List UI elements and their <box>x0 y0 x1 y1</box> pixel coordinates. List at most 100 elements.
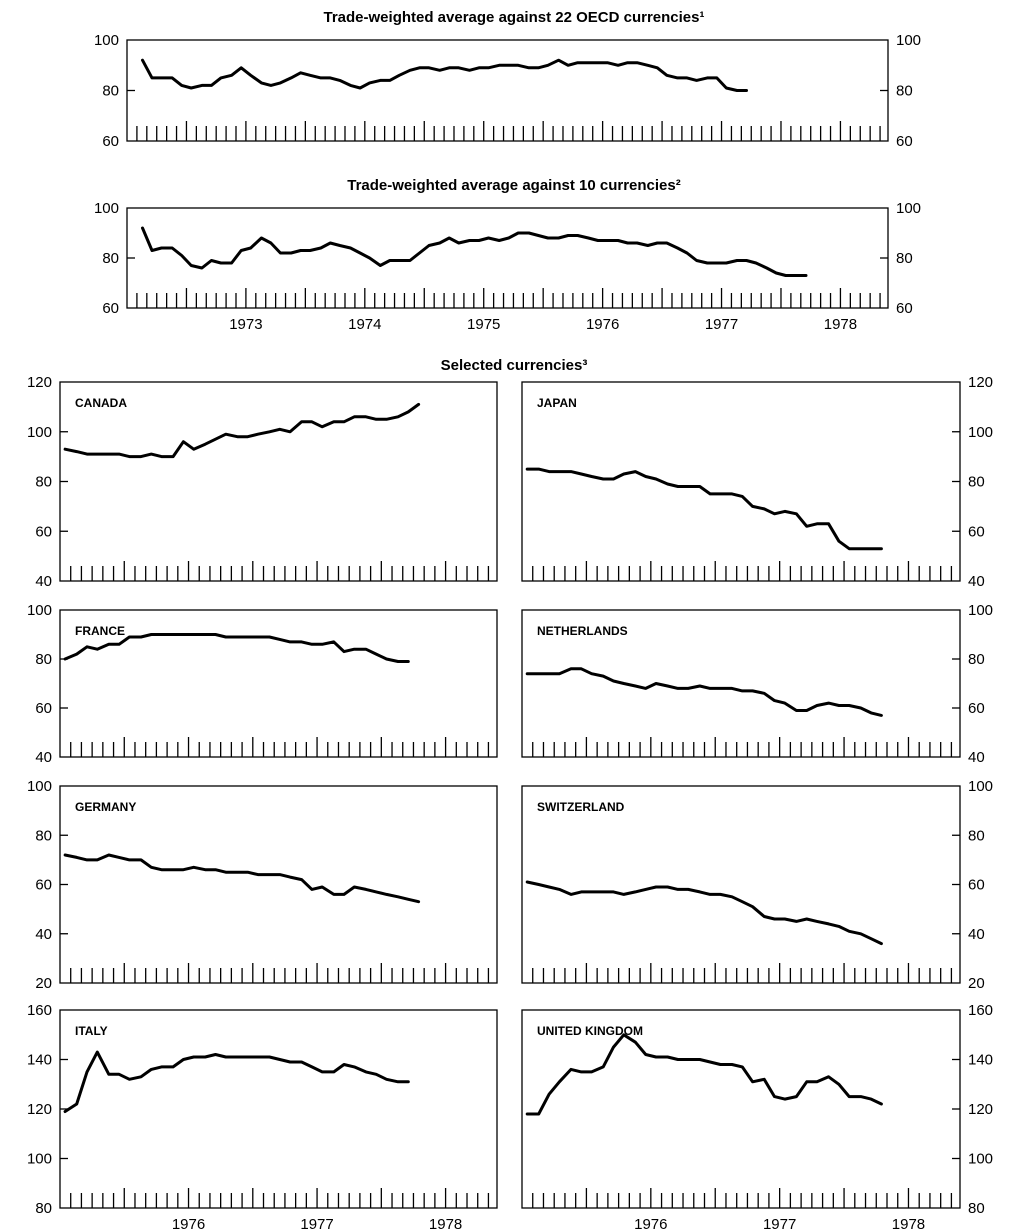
ten-frame <box>126 207 889 309</box>
uk-frame <box>521 1009 961 1209</box>
x-tick-label: 1978 <box>429 1216 462 1231</box>
uk-panel: 80 100 120 140 160 1976 1977 1978 UNITED KINGDOM <box>521 1002 993 1231</box>
france-panel: 40 60 80 100 FRANCE <box>27 602 498 766</box>
y-tick-label: 100 <box>94 200 119 217</box>
y-tick-label: 140 <box>968 1052 993 1069</box>
y-tick-label: 100 <box>896 200 921 217</box>
x-tick-label: 1978 <box>824 316 857 333</box>
x-tick-label: 1977 <box>705 316 738 333</box>
y-tick-label: 120 <box>27 374 52 391</box>
ten-currencies-title: Trade-weighted average against 10 curren… <box>347 177 680 194</box>
y-tick-label: 40 <box>35 749 52 766</box>
switzerland-panel: 20 40 60 80 100 SWITZERLAND <box>521 778 993 992</box>
y-tick-label: 120 <box>968 1101 993 1118</box>
oecd22-frame <box>126 39 889 142</box>
canada-series-line <box>63 402 421 459</box>
y-tick-label: 120 <box>27 1101 52 1118</box>
canada-label: CANADA <box>75 396 127 410</box>
germany-panel: 20 40 60 80 100 GERMANY <box>27 778 498 992</box>
y-tick-label: 80 <box>896 250 913 267</box>
japan-frame <box>521 381 961 582</box>
y-tick-label: 40 <box>35 573 52 590</box>
germany-series-line <box>63 853 421 904</box>
france-frame <box>59 609 498 758</box>
y-tick-label: 40 <box>968 749 985 766</box>
y-tick-label: 80 <box>896 83 913 100</box>
y-tick-label: 80 <box>968 1200 985 1217</box>
y-tick-label: 160 <box>27 1002 52 1019</box>
x-tick-label: 1976 <box>586 316 619 333</box>
x-tick-label: 1976 <box>172 1216 205 1231</box>
oecd22-series-line <box>141 58 748 92</box>
y-tick-label: 60 <box>968 700 985 717</box>
netherlands-label: NETHERLANDS <box>537 624 628 638</box>
x-tick-label: 1974 <box>348 316 381 333</box>
y-tick-label: 20 <box>968 975 985 992</box>
canada-frame <box>59 381 498 582</box>
y-tick-label: 80 <box>968 651 985 668</box>
ten-series-line <box>141 226 808 277</box>
italy-label: ITALY <box>75 1024 108 1038</box>
y-tick-label: 60 <box>896 300 913 317</box>
germany-frame <box>59 785 498 984</box>
switzerland-series-line <box>525 880 883 946</box>
y-tick-label: 80 <box>102 250 119 267</box>
france-series-line <box>63 633 410 663</box>
y-tick-label: 100 <box>94 32 119 49</box>
y-tick-label: 60 <box>35 700 52 717</box>
y-tick-label: 100 <box>968 424 993 441</box>
y-tick-label: 60 <box>968 877 985 894</box>
y-tick-label: 80 <box>968 474 985 491</box>
x-tick-label: 1975 <box>467 316 500 333</box>
y-tick-label: 120 <box>968 374 993 391</box>
y-tick-label: 60 <box>102 133 119 150</box>
oecd22-panel: 60 60 80 80 100 100 <box>94 32 921 150</box>
y-tick-label: 60 <box>102 300 119 317</box>
y-tick-label: 60 <box>35 523 52 540</box>
y-tick-label: 100 <box>27 424 52 441</box>
y-tick-label: 160 <box>968 1002 993 1019</box>
x-tick-label: 1977 <box>763 1216 796 1231</box>
y-tick-label: 40 <box>35 926 52 943</box>
y-tick-label: 60 <box>896 133 913 150</box>
chart-panels: 60 60 80 80 100 100 60 60 80 80 100 100 1973 1974 1975… <box>27 32 993 1231</box>
y-tick-label: 80 <box>102 83 119 100</box>
y-tick-label: 60 <box>35 877 52 894</box>
y-tick-label: 60 <box>968 523 985 540</box>
oecd-average-title: Trade-weighted average against 22 OECD c… <box>324 9 705 26</box>
italy-panel: 80 100 120 140 160 1976 1977 1978 ITALY <box>27 1002 498 1231</box>
selected-currencies-title: Selected currencies³ <box>441 357 588 374</box>
y-tick-label: 20 <box>35 975 52 992</box>
x-tick-label: 1976 <box>634 1216 667 1231</box>
canada-panel: 40 60 80 100 120 CANADA <box>27 374 498 590</box>
x-tick-label: 1977 <box>300 1216 333 1231</box>
y-tick-label: 40 <box>968 926 985 943</box>
netherlands-frame <box>521 609 961 758</box>
x-tick-label: 1978 <box>892 1216 925 1231</box>
netherlands-panel: 40 60 80 100 NETHERLANDS <box>521 602 993 766</box>
y-tick-label: 100 <box>27 602 52 619</box>
y-tick-label: 100 <box>968 778 993 795</box>
x-tick-label: 1973 <box>229 316 262 333</box>
switzerland-label: SWITZERLAND <box>537 800 625 814</box>
ten-panel: 60 60 80 80 100 100 1973 1974 1975 1976 1977 1978 <box>94 200 921 333</box>
y-tick-label: 80 <box>35 1200 52 1217</box>
uk-series-line <box>525 1033 883 1116</box>
japan-panel: 40 60 80 100 120 JAPAN <box>521 374 993 590</box>
y-tick-label: 100 <box>27 1151 52 1168</box>
y-tick-label: 100 <box>968 602 993 619</box>
germany-label: GERMANY <box>75 800 136 814</box>
y-tick-label: 100 <box>27 778 52 795</box>
y-tick-label: 100 <box>968 1151 993 1168</box>
japan-label: JAPAN <box>537 396 577 410</box>
uk-label: UNITED KINGDOM <box>537 1024 643 1038</box>
japan-series-line <box>525 467 883 551</box>
y-tick-label: 100 <box>896 32 921 49</box>
y-tick-label: 80 <box>968 827 985 844</box>
y-tick-label: 80 <box>35 827 52 844</box>
france-label: FRANCE <box>75 624 125 638</box>
netherlands-series-line <box>525 667 883 717</box>
y-tick-label: 80 <box>35 474 52 491</box>
italy-series-line <box>63 1050 410 1113</box>
